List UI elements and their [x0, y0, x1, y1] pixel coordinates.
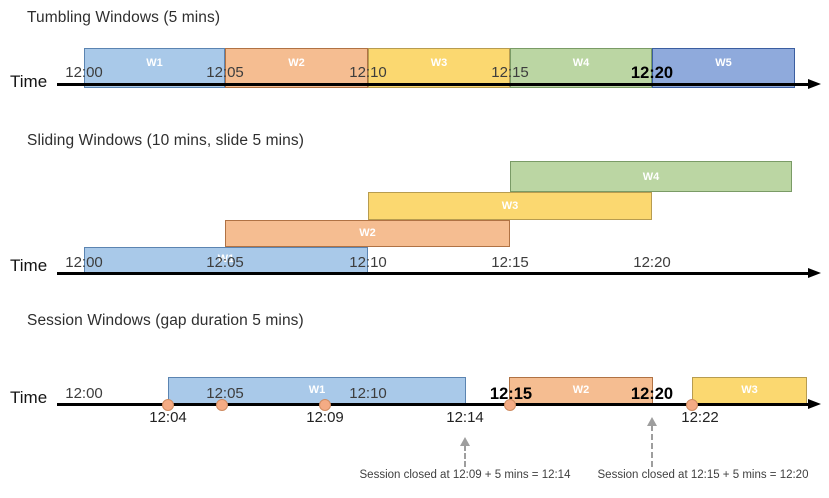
session-event-dot: [319, 399, 331, 411]
session-callout-text-1: Session closed at 12:09 + 5 mins = 12:14: [359, 469, 571, 481]
session-callout-arrow-1: [464, 445, 466, 467]
session-tick-12-14: 12:14: [446, 409, 484, 426]
sliding-window-label-w1: W1: [217, 253, 235, 265]
tumbling-window-w3: W3: [368, 48, 510, 88]
session-event-dot: [162, 399, 174, 411]
session-window-label-w1: W1: [308, 384, 326, 396]
sliding-tick-12-20: 12:20: [633, 254, 671, 271]
session-callout-arrow-2: [651, 425, 653, 467]
sliding-section-title: Sliding Windows (10 mins, slide 5 mins): [27, 132, 304, 149]
session-tick-12-20: 12:20: [630, 385, 674, 403]
tumbling-timeline: [57, 83, 810, 86]
session-timeline: [57, 403, 810, 406]
sliding-window-label-w4: W4: [642, 171, 660, 183]
session-tick-12-09: 12:09: [306, 409, 344, 426]
tumbling-window-w2: W2: [225, 48, 368, 88]
session-event-dot: [504, 399, 516, 411]
session-event-dot: [686, 399, 698, 411]
sliding-window-w2: W2: [225, 220, 510, 247]
session-callout-arrowhead-2: [647, 417, 657, 426]
sliding-tick-12-00: 12:00: [65, 254, 103, 271]
session-window-w2: W2: [509, 377, 653, 405]
tumbling-time-axis-label: Time: [10, 72, 48, 91]
session-window-w3: W3: [692, 377, 807, 405]
tumbling-window-label-w2: W2: [288, 57, 305, 69]
session-callout-arrowhead-1: [460, 437, 470, 446]
tumbling-timeline-arrowhead: [808, 79, 821, 89]
session-window-label-w2: W2: [572, 384, 590, 396]
tumbling-tick-12-00: 12:00: [65, 64, 103, 81]
tumbling-window-label-w1: W1: [146, 57, 163, 69]
tumbling-tick-12-20: 12:20: [630, 64, 674, 82]
tumbling-window-w4: W4: [510, 48, 652, 88]
tumbling-tick-12-10: 12:10: [349, 64, 387, 81]
session-tick-12-15: 12:15: [489, 385, 533, 403]
sliding-window-label-w3: W3: [501, 200, 519, 212]
session-time-axis-label: Time: [10, 388, 48, 407]
sliding-timeline: [57, 272, 810, 275]
tumbling-tick-12-15: 12:15: [491, 64, 529, 81]
sliding-tick-12-10: 12:10: [349, 254, 387, 271]
sliding-timeline-arrowhead: [808, 268, 821, 278]
sliding-window-w3: W3: [368, 192, 652, 220]
sliding-window-label-w2: W2: [359, 227, 376, 239]
session-tick-12-10: 12:10: [349, 385, 387, 402]
session-tick-12-00: 12:00: [65, 385, 103, 402]
sliding-time-axis-label: Time: [10, 256, 48, 275]
session-window-label-w3: W3: [741, 384, 758, 396]
tumbling-window-w5: W5: [652, 48, 795, 88]
sliding-tick-12-05: 12:05: [206, 254, 244, 271]
session-tick-12-04: 12:04: [149, 409, 187, 426]
sliding-window-w4: W4: [510, 161, 792, 192]
session-tick-12-22: 12:22: [681, 409, 719, 426]
sliding-tick-12-15: 12:15: [491, 254, 529, 271]
session-section-title: Session Windows (gap duration 5 mins): [27, 312, 304, 329]
tumbling-section-title: Tumbling Windows (5 mins): [27, 9, 221, 26]
tumbling-tick-12-05: 12:05: [206, 64, 244, 81]
tumbling-window-label-w3: W3: [430, 57, 448, 69]
tumbling-window-w1: W1: [84, 48, 225, 88]
session-tick-12-05: 12:05: [206, 385, 244, 402]
session-timeline-arrowhead: [808, 399, 821, 409]
tumbling-window-label-w5: W5: [715, 57, 732, 69]
tumbling-window-label-w4: W4: [572, 57, 590, 69]
session-callout-text-2: Session closed at 12:15 + 5 mins = 12:20: [597, 469, 809, 481]
session-event-dot: [216, 399, 228, 411]
